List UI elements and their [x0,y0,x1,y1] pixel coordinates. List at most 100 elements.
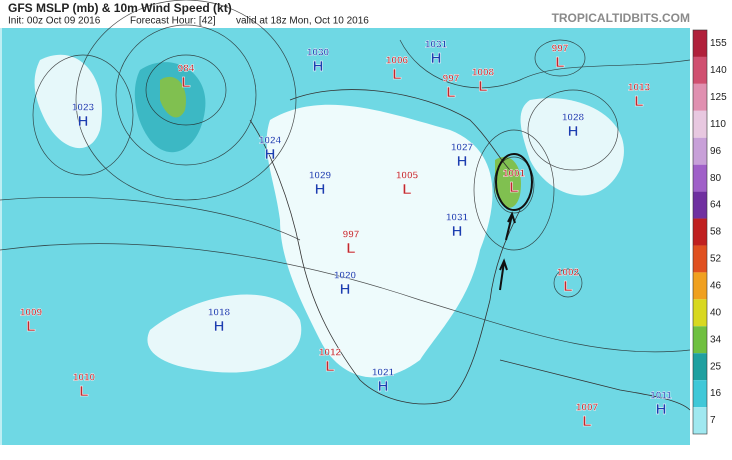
isobars [0,0,691,353]
isobar [0,243,691,353]
center-value: 1007 [576,403,599,414]
init-time: Init: 00z Oct 09 2016 [8,16,101,27]
colorbar-tick-label: 58 [710,227,722,238]
center-kind: L [346,240,355,257]
center-kind: L [26,318,35,335]
isobar [553,268,583,298]
colorbar-segment [693,83,707,111]
colorbar-segment [693,137,707,165]
center-value: 997 [552,44,569,55]
center-value: 1028 [562,113,585,124]
colorbar-tick-label: 52 [710,254,722,265]
center-kind: H [431,50,442,67]
center-kind: L [563,278,572,295]
colorbar-tick-label: 40 [710,307,722,318]
center-value: 1031 [446,213,469,224]
colorbar-segment [693,326,707,354]
center-kind: H [315,181,326,198]
center-kind: L [392,66,401,83]
center-kind: H [452,223,463,240]
isobar [145,54,227,126]
calm-area [147,294,302,373]
colorbar-tick-label: 110 [710,119,726,130]
colorbar-segment [693,56,707,84]
center-value: 1029 [309,171,332,182]
center-kind: L [325,358,334,375]
site-name: TROPICALTIDBITS.COM [552,11,690,25]
center-kind: H [656,401,667,418]
center-value: 1027 [451,143,474,154]
isobar [75,0,297,201]
center-value: 1009 [20,308,43,319]
isobar [493,156,535,214]
center-kind: L [181,74,190,91]
isobar [534,39,586,77]
colorbar-segment [693,407,707,434]
map-area [0,0,691,445]
colorbar-tick-label: 125 [710,92,727,103]
center-value: 1008 [472,68,495,79]
center-value: 997 [443,74,460,85]
coastline [249,119,521,405]
center-kind: H [214,318,225,335]
center-kind: L [79,383,88,400]
center-value: 1006 [386,56,409,67]
colorbar-frame [692,29,708,435]
coastline [289,89,511,171]
isobar [115,24,257,166]
center-kind: H [568,123,579,140]
arrow [499,258,508,291]
land-calm [266,104,493,378]
colorbar-segment [693,299,707,327]
center-value: 1005 [396,171,419,182]
calm-area [520,98,624,196]
center-value: 1010 [73,373,96,384]
center-kind: L [634,93,643,110]
center-kind: L [446,84,455,101]
colorbar-segment [693,272,707,300]
colorbar-tick-label: 46 [710,281,722,292]
colorbar-tick-label: 155 [710,38,727,49]
isobar [32,54,134,176]
center-value: 1031 [425,40,448,51]
center-kind: L [402,181,411,198]
center-kind: H [340,281,351,298]
center-kind: H [313,58,324,75]
highlight-circle [495,153,533,211]
isobar [399,39,691,89]
colorbar: 155 140 125 110 96 80 64 58 52 46 40 34 25 16 7 [692,29,727,435]
colorbar-segment [693,218,707,246]
center-kind: L [478,78,487,95]
calm-area [34,54,102,149]
title: GFS MSLP (mb) & 10m Wind Speed (kt) [8,1,232,15]
colorbar-segment [693,30,707,57]
center-value: 1011 [650,391,672,402]
center-kind: L [555,54,564,71]
colorbar-segment [693,245,707,273]
center-kind: L [509,179,518,196]
arrow [505,211,516,241]
gale-wind [495,156,521,208]
center-value: 984 [178,64,195,75]
colorbar-tick-label: 25 [710,361,722,372]
forecast-hour: Forecast Hour: [42] [130,16,216,27]
center-kind: H [378,378,389,395]
center-value: 1024 [259,136,282,147]
center-value: 1020 [334,271,357,282]
colorbar-tick-label: 140 [710,65,727,76]
coastline [499,359,691,411]
colorbar-tick-label: 96 [710,146,722,157]
colorbar-segment [693,353,707,381]
center-value: 997 [343,230,360,241]
colorbar-segment [693,110,707,138]
colorbar-tick-label: 64 [710,200,722,211]
isobar [527,89,619,171]
center-value: 1012 [319,348,342,359]
colorbar-tick-label: 34 [710,334,722,345]
colorbar-tick-label: 7 [710,415,716,426]
colorbar-tick-label: 80 [710,173,722,184]
center-kind: H [265,146,276,163]
gale-wind [160,76,186,118]
colorbar-tick-label: 16 [710,388,722,399]
